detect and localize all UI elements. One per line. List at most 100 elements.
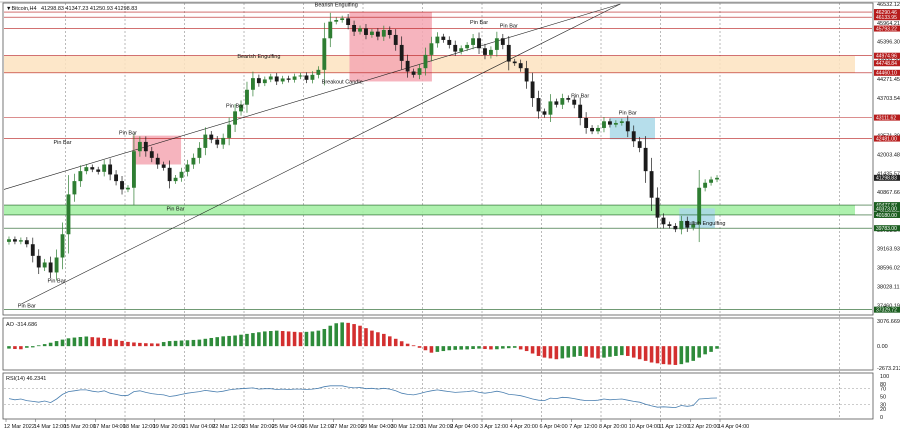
pattern-label: Pin Bar <box>226 103 244 109</box>
ao-bar <box>405 343 410 347</box>
ao-bar <box>292 331 297 347</box>
ao-bar <box>239 334 243 347</box>
candle-body <box>447 39 452 45</box>
candle-body <box>250 78 255 90</box>
zone-blue <box>609 117 655 140</box>
ao-bar <box>161 342 166 347</box>
rsi-tick-label: 0 <box>880 415 883 421</box>
ao-bar <box>304 331 309 347</box>
candle-body <box>637 141 642 148</box>
pattern-label: Bearish Engulfing <box>315 3 358 9</box>
candle-body <box>369 31 374 35</box>
channel-line <box>3 3 621 190</box>
ao-bar <box>185 340 190 347</box>
candle-body <box>441 36 446 40</box>
channel-line <box>21 3 621 305</box>
time-tick-label: 3 Apr 12:00 <box>480 424 508 430</box>
pattern-label: Pin Bar <box>619 110 637 116</box>
ao-bar <box>209 337 214 347</box>
price-tick-label: 39163.93 <box>877 247 900 253</box>
candle-body <box>149 151 154 158</box>
price-tag-box <box>874 174 900 181</box>
ao-bar <box>322 328 327 347</box>
candle-body <box>518 63 523 69</box>
ao-panel-frame <box>2 317 874 371</box>
candle-body <box>143 141 148 152</box>
ao-bar <box>453 346 458 350</box>
ao-bar <box>19 346 23 350</box>
ao-bar <box>233 335 237 347</box>
ao-bar <box>536 346 541 356</box>
price-tick-label: 42003.48 <box>877 152 900 158</box>
ao-bar <box>7 346 11 349</box>
candle-body <box>691 224 696 228</box>
ao-bar <box>572 346 577 357</box>
rsi-tick-label: 20 <box>880 407 886 413</box>
ao-bar <box>358 325 362 347</box>
candle-body <box>66 194 71 235</box>
ao-bar <box>274 330 279 347</box>
ao-bar <box>227 335 231 347</box>
candle-body <box>358 28 362 32</box>
candle-body <box>697 187 702 225</box>
ao-bar <box>441 346 446 352</box>
candle-body <box>328 21 333 39</box>
ao-bar <box>334 323 339 347</box>
candle-body <box>304 75 309 80</box>
ao-bar <box>96 337 101 347</box>
ao-bar <box>257 332 261 347</box>
candle-body <box>268 76 273 80</box>
ao-bar <box>411 345 416 347</box>
price-tag-box <box>874 306 900 313</box>
price-tag-label: 46290.46 <box>876 10 897 16</box>
pattern-label: Pin Bar <box>500 23 518 29</box>
ao-bar <box>596 346 600 359</box>
candle-body <box>108 164 113 175</box>
candle-body <box>387 29 392 35</box>
candle-body <box>96 169 101 172</box>
symbol-header: ▼Bitcoin,H4 <box>6 6 37 12</box>
ao-bar <box>215 337 220 347</box>
price-tag-label: 45793.22 <box>876 26 897 32</box>
candle-body <box>393 34 398 45</box>
pattern-label: Pin Bar <box>167 206 185 212</box>
candle-body <box>584 117 589 128</box>
ao-bar <box>495 346 499 350</box>
ao-bar <box>524 346 529 352</box>
ao-bar <box>25 346 29 348</box>
price-tag-box <box>874 25 900 32</box>
pattern-label: Pin Bar <box>119 130 137 136</box>
candle-body <box>340 18 345 21</box>
ao-bar <box>364 328 368 347</box>
ao-histogram: 3076.669 0.00 -2673.213 <box>7 319 900 372</box>
candle-body <box>221 137 226 145</box>
ohlc-header: 41298.83 41347.23 41250.93 41298.83 <box>41 6 137 12</box>
candle-body <box>524 68 529 82</box>
ao-bar <box>578 346 582 356</box>
ao-bar <box>703 346 707 355</box>
candle-body <box>203 134 208 148</box>
pattern-label: Bearish Engulfing <box>237 54 280 60</box>
rsi-tick-label: 70 <box>880 386 886 392</box>
ao-bar <box>435 346 440 352</box>
ao-bar <box>465 346 469 350</box>
price-tick-label: 44271.45 <box>877 77 900 83</box>
price-tick-label: 38028.11 <box>877 284 900 290</box>
ao-bar <box>387 336 392 347</box>
ao-bar <box>173 340 178 347</box>
time-tick-label: 11 Apr 12:00 <box>659 424 690 430</box>
price-tick-label: 38596.02 <box>877 266 900 272</box>
ao-bar <box>179 340 184 347</box>
ao-bar <box>637 346 642 360</box>
price-tick-label: 43703.54 <box>877 96 900 102</box>
price-tag-box <box>874 60 900 67</box>
candle-body <box>465 44 470 49</box>
ao-bar <box>36 345 41 347</box>
candle-body <box>137 141 142 152</box>
candle-body <box>619 121 624 123</box>
time-tick-label: 12 Mar 2022 <box>4 424 35 430</box>
ao-bar <box>102 337 106 347</box>
price-tag-box <box>874 135 900 142</box>
candle-body <box>703 182 708 188</box>
ao-bar <box>144 343 148 347</box>
